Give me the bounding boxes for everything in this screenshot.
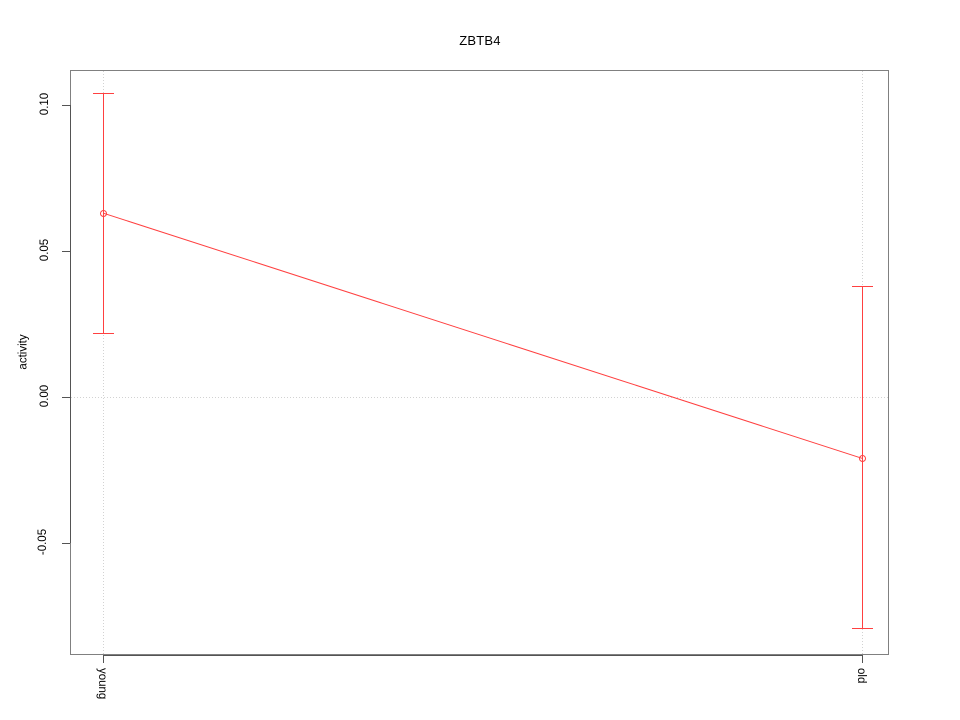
x-tick-label-young-text: young — [96, 668, 108, 700]
errorbar-cap-upper-young — [93, 93, 114, 95]
y-tick-mark-3 — [62, 543, 70, 544]
errorbar-cap-lower-young — [93, 332, 114, 334]
x-axis-line — [103, 655, 862, 656]
y-tick-label-2: 0.00 — [0, 385, 56, 407]
errorbar-cap-lower-old — [852, 627, 873, 629]
chart-title: ZBTB4 — [459, 33, 501, 48]
x-tick-label-old: old — [855, 668, 867, 683]
y-tick-mark-0 — [62, 105, 70, 106]
x-tick-mark-0 — [103, 655, 104, 663]
y-tick-label-1: 0.05 — [0, 239, 56, 261]
y-tick-label-0: 0.10 — [0, 93, 56, 115]
y-tick-label-1-text: 0.05 — [38, 238, 51, 262]
y-tick-label-2-text: 0.00 — [38, 384, 51, 408]
x-tick-mark-1 — [862, 655, 863, 663]
errorbar-cap-upper-old — [852, 286, 873, 288]
y-tick-label-3-text: -0.05 — [36, 528, 49, 556]
y-tick-mark-2 — [62, 397, 70, 398]
x-tick-label-old-text: old — [855, 668, 867, 684]
y-axis-title-text: activity — [18, 334, 30, 370]
y-tick-label-0-text: 0.10 — [38, 92, 51, 116]
y-axis-line — [70, 105, 71, 543]
data-point-young — [100, 210, 107, 218]
plot-frame — [70, 70, 889, 655]
y-axis-title: activity — [0, 334, 54, 369]
y-tick-mark-1 — [62, 251, 70, 252]
data-point-old — [859, 455, 866, 463]
y-tick-label-3: -0.05 — [0, 529, 56, 555]
x-tick-label-young: young — [96, 668, 108, 699]
